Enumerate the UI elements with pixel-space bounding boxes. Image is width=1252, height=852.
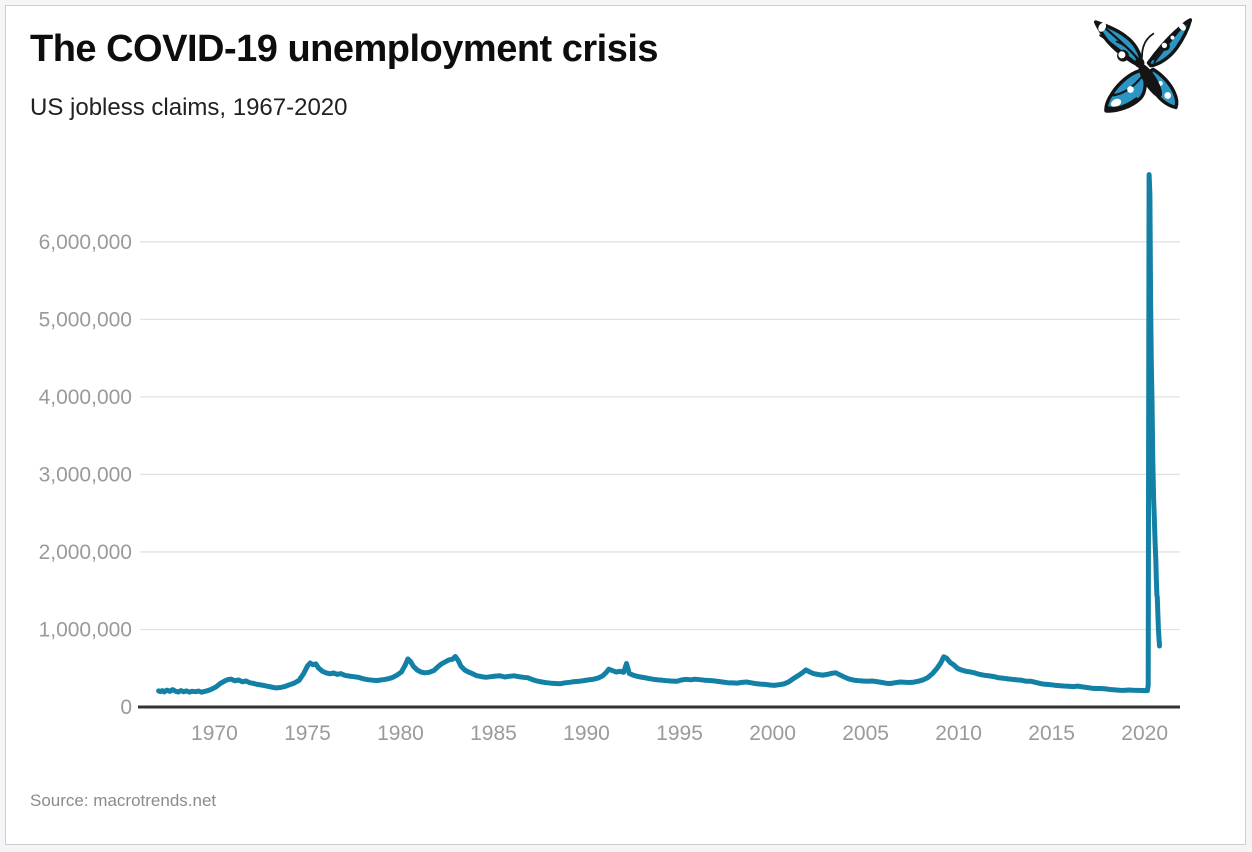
butterfly-logo bbox=[1088, 6, 1206, 130]
x-tick-label: 1970 bbox=[191, 722, 238, 745]
x-tick-label: 2005 bbox=[842, 722, 889, 745]
y-tick-label: 1,000,000 bbox=[39, 618, 132, 641]
butterfly-icon bbox=[1093, 18, 1193, 113]
y-tick-label: 5,000,000 bbox=[39, 308, 132, 331]
y-tick-label: 3,000,000 bbox=[39, 463, 132, 486]
x-tick-label: 2020 bbox=[1121, 722, 1168, 745]
x-tick-label: 1990 bbox=[563, 722, 610, 745]
chart-subtitle: US jobless claims, 1967-2020 bbox=[30, 94, 348, 121]
y-tick-label: 2,000,000 bbox=[39, 541, 132, 564]
x-tick-label: 2000 bbox=[749, 722, 796, 745]
y-tick-label: 4,000,000 bbox=[39, 386, 132, 409]
x-tick-label: 1980 bbox=[377, 722, 424, 745]
x-tick-label: 1975 bbox=[284, 722, 331, 745]
y-tick-label: 0 bbox=[120, 696, 132, 719]
claims-line bbox=[156, 172, 1162, 695]
x-tick-label: 2015 bbox=[1028, 722, 1075, 745]
x-tick-label: 2010 bbox=[935, 722, 982, 745]
chart-title: The COVID-19 unemployment crisis bbox=[30, 28, 659, 70]
y-tick-label: 6,000,000 bbox=[39, 231, 132, 254]
x-tick-label: 1995 bbox=[656, 722, 703, 745]
chart-card bbox=[5, 5, 1246, 845]
source-attribution: Source: macrotrends.net bbox=[30, 791, 217, 810]
x-tick-label: 1985 bbox=[470, 722, 517, 745]
